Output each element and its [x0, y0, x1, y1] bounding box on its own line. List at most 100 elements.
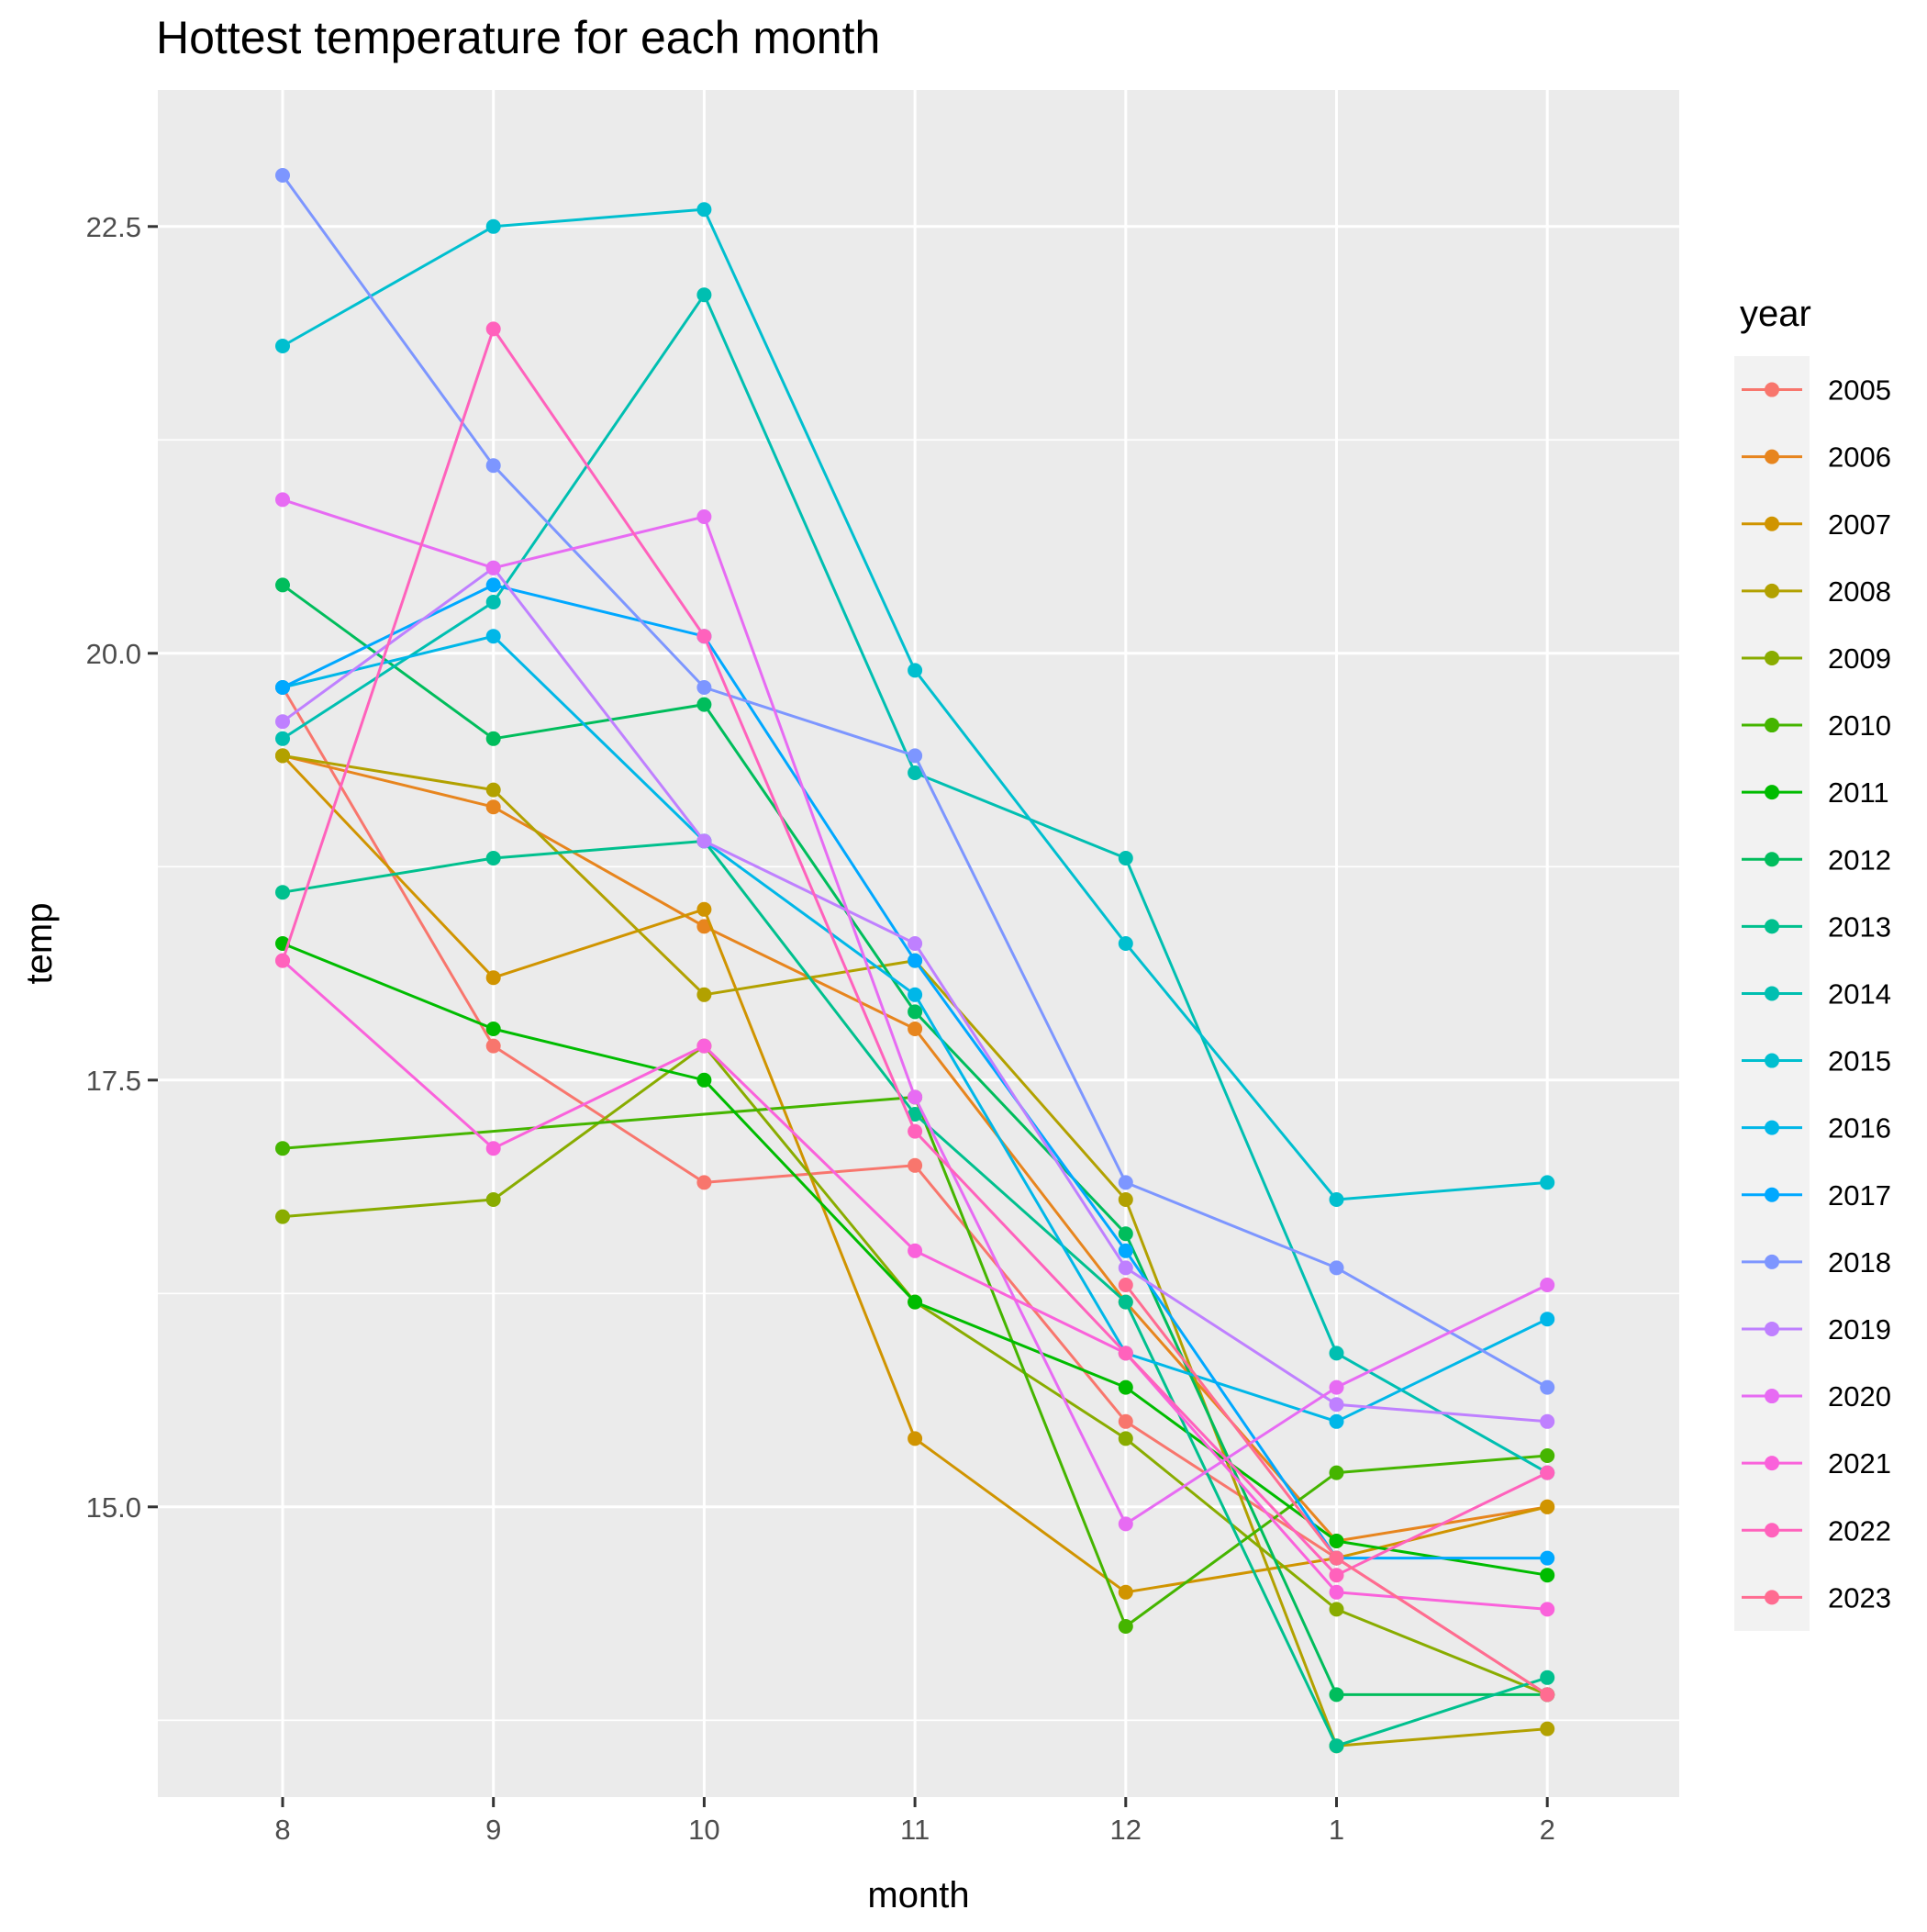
data-point	[1329, 1465, 1344, 1480]
data-point	[1540, 1568, 1555, 1583]
legend-item: 2018	[1742, 1246, 1891, 1279]
legend-item: 2021	[1742, 1447, 1891, 1480]
data-point	[696, 697, 712, 712]
y-axis: 15.0 17.5 20.0 22.5	[86, 211, 158, 1524]
legend-label: 2013	[1828, 910, 1891, 943]
legend-key-point	[1765, 852, 1779, 867]
data-point	[696, 987, 712, 1002]
x-tick-label: 12	[1110, 1814, 1142, 1846]
data-point	[908, 1022, 923, 1036]
legend-label: 2023	[1828, 1581, 1891, 1614]
legend-label: 2019	[1828, 1313, 1891, 1346]
data-point	[908, 1123, 923, 1139]
series-2023	[1118, 1278, 1555, 1703]
series-2018	[275, 168, 1555, 1395]
legend-key-point	[1765, 718, 1779, 733]
data-point	[1118, 851, 1133, 865]
data-point	[696, 202, 712, 218]
data-point	[696, 833, 712, 849]
data-point	[1329, 1413, 1344, 1429]
data-point	[908, 748, 923, 764]
data-point	[275, 168, 290, 183]
data-point	[1118, 1413, 1133, 1429]
data-point	[1118, 1192, 1133, 1207]
data-point	[908, 1294, 923, 1310]
legend-key-point	[1765, 1254, 1779, 1269]
data-point	[485, 970, 501, 986]
data-point	[696, 680, 712, 695]
data-point	[1329, 1687, 1344, 1703]
data-point	[1118, 1278, 1133, 1292]
legend-label: 2018	[1828, 1246, 1891, 1279]
legend-label: 2010	[1828, 709, 1891, 742]
x-tick-label: 11	[900, 1814, 930, 1846]
legend-key-point	[1765, 1187, 1779, 1202]
data-point	[1118, 1243, 1133, 1258]
legend-item: 2020	[1742, 1380, 1891, 1413]
data-point	[1329, 1397, 1344, 1413]
legend-item: 2023	[1742, 1581, 1891, 1614]
data-point	[696, 1038, 712, 1054]
legend-key-point	[1765, 516, 1779, 531]
series-2014	[275, 287, 1555, 1480]
legend-key-point	[1765, 449, 1779, 464]
data-point	[1540, 1602, 1555, 1617]
data-point	[1118, 1431, 1133, 1446]
series-2021	[275, 953, 1555, 1617]
data-point	[1329, 1602, 1344, 1617]
data-point	[908, 1089, 923, 1105]
data-point	[696, 287, 712, 303]
data-point	[485, 1022, 501, 1036]
series-layer	[275, 168, 1555, 1754]
data-point	[485, 577, 501, 593]
data-point	[1540, 1312, 1555, 1327]
legend-label: 2011	[1828, 776, 1889, 809]
data-point	[485, 1038, 501, 1054]
legend-item: 2005	[1742, 374, 1891, 407]
series-2022	[275, 321, 1555, 1583]
data-point	[1329, 1379, 1344, 1395]
data-point	[275, 714, 290, 730]
data-point	[696, 509, 712, 524]
legend-item: 2014	[1742, 977, 1891, 1010]
data-point	[1540, 1499, 1555, 1514]
legend-label: 2006	[1828, 441, 1891, 474]
data-point	[1540, 1670, 1555, 1685]
data-point	[1329, 1568, 1344, 1583]
legend-key-point	[1765, 1120, 1779, 1135]
data-point	[1118, 1294, 1133, 1310]
data-point	[275, 885, 290, 900]
y-tick-label: 20.0	[86, 638, 141, 670]
data-point	[1118, 936, 1133, 951]
legend-item: 2007	[1742, 508, 1891, 541]
data-point	[696, 1175, 712, 1190]
legend-key-point	[1765, 1389, 1779, 1404]
legend-label: 2017	[1828, 1179, 1891, 1212]
data-point	[1540, 1413, 1555, 1429]
legend: year 2005 2006 2007 2008 2009 2010 2011 2012 201…	[1734, 294, 1891, 1631]
legend-item: 2011	[1742, 776, 1889, 809]
legend-key-point	[1765, 986, 1779, 1001]
major-gridlines	[158, 90, 1679, 1797]
data-point	[908, 1243, 923, 1258]
legend-item: 2010	[1742, 709, 1891, 742]
data-point	[908, 987, 923, 1002]
legend-key-point	[1765, 1456, 1779, 1471]
data-point	[1329, 1738, 1344, 1754]
legend-item: 2022	[1742, 1514, 1891, 1547]
data-point	[908, 1157, 923, 1173]
data-point	[1329, 1550, 1344, 1566]
data-point	[696, 919, 712, 934]
x-tick-label: 10	[688, 1814, 719, 1846]
data-point	[275, 953, 290, 968]
data-point	[1540, 1379, 1555, 1395]
data-point	[696, 901, 712, 917]
legend-key-point	[1765, 650, 1779, 665]
legend-label: 2009	[1828, 642, 1891, 675]
data-point	[1540, 1721, 1555, 1737]
data-point	[1118, 1516, 1133, 1532]
data-point	[485, 629, 501, 644]
legend-label: 2005	[1828, 374, 1891, 407]
legend-key-point	[1765, 583, 1779, 598]
